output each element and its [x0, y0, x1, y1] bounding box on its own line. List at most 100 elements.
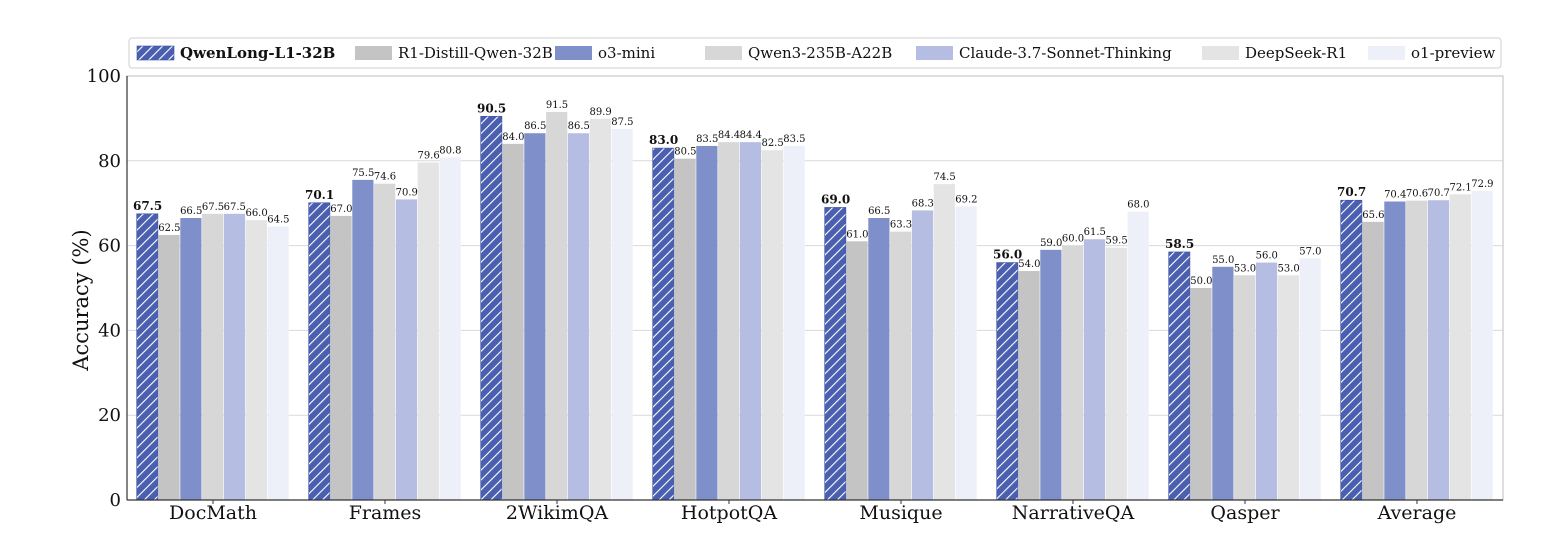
- bar-deepseek-r1-musique: [933, 184, 955, 500]
- data-label-claude-3-7-sonnet-thinking-hotpotqa: 84.4: [740, 130, 762, 141]
- data-label-qwen3-235b-a22b-musique: 63.3: [890, 220, 912, 231]
- bar-deepseek-r1-qasper: [1277, 275, 1299, 500]
- bar-r1-distill-qwen-32b-average: [1362, 221, 1384, 500]
- data-label-o1-preview-docmath: 64.5: [267, 215, 289, 226]
- bar-r1-distill-qwen-32b-musique: [846, 241, 868, 501]
- legend-swatch-qwenlong-l1-32b: [136, 45, 175, 61]
- bar-o1-preview-average: [1471, 190, 1493, 501]
- bar-claude-3-7-sonnet-thinking-2wikimqa: [567, 133, 590, 501]
- data-label-deepseek-r1-2wikimqa: 89.9: [589, 107, 611, 118]
- bar-claude-3-7-sonnet-thinking-musique: [911, 210, 934, 500]
- legend-swatch-r1-distill-qwen-32b: [355, 46, 392, 60]
- bar-claude-3-7-sonnet-thinking-docmath: [223, 213, 246, 501]
- data-label-qwenlong-l1-32b-frames: 70.1: [305, 188, 334, 202]
- bar-o3-mini-hotpotqa: [696, 145, 718, 500]
- y-tick-label-80: 80: [98, 151, 121, 172]
- legend: QwenLong-L1-32B R1-Distill-Qwen-32B o3-min…: [128, 37, 1502, 69]
- bar-o3-mini-2wikimqa: [524, 133, 546, 501]
- bar-deepseek-r1-2wikimqa: [589, 118, 611, 500]
- bar-deepseek-r1-hotpotqa: [761, 150, 783, 500]
- bar-qwenlong-l1-32b-average: [1340, 199, 1363, 501]
- bar-r1-distill-qwen-32b-docmath: [158, 235, 180, 500]
- bar-qwen3-235b-a22b-docmath: [202, 213, 224, 501]
- data-label-o3-mini-2wikimqa: 86.5: [524, 121, 546, 132]
- x-tick-label-frames: Frames: [349, 502, 422, 524]
- value-labels: 67.562.566.5 67.5 67.566.064.570.167.075.5…: [133, 100, 1494, 287]
- bar-qwen3-235b-a22b-2wikimqa: [546, 112, 568, 500]
- legend-label-deepseek-r1: DeepSeek-R1: [1245, 44, 1347, 62]
- data-label-qwenlong-l1-32b-hotpotqa: 83.0: [649, 133, 678, 147]
- data-label-deepseek-r1-musique: 74.5: [933, 172, 955, 183]
- bar-r1-distill-qwen-32b-qasper: [1190, 288, 1212, 500]
- data-label-qwen3-235b-a22b-hotpotqa: 84.4: [718, 130, 740, 141]
- y-tick-label-20: 20: [98, 405, 121, 426]
- data-label-r1-distill-qwen-32b-narrativeqa: 54.0: [1018, 259, 1040, 270]
- data-label-o3-mini-qasper: 55.0: [1212, 255, 1234, 266]
- bar-r1-distill-qwen-32b-narrativeqa: [1018, 271, 1040, 500]
- data-label-claude-3-7-sonnet-thinking-musique: 68.3: [912, 198, 934, 209]
- data-label-o1-preview-hotpotqa: 83.5: [783, 134, 805, 145]
- data-label-qwen3-235b-a22b-2wikimqa: 91.5: [546, 100, 568, 111]
- bar-o1-preview-docmath: [267, 226, 289, 500]
- data-label-claude-3-7-sonnet-thinking-narrativeqa: 61.5: [1084, 227, 1106, 238]
- bar-o3-mini-qasper: [1212, 266, 1234, 500]
- legend-label-o3-mini: o3-mini: [598, 44, 655, 62]
- x-tick-label-docmath: DocMath: [169, 502, 257, 524]
- legend-swatch-claude-3-7-sonnet-thinking: [916, 46, 953, 60]
- data-label-qwenlong-l1-32b-narrativeqa: 56.0: [993, 248, 1022, 262]
- data-label-o1-preview-musique: 69.2: [955, 195, 977, 206]
- data-label-o3-mini-hotpotqa: 83.5: [696, 134, 718, 145]
- x-tick-label-qasper: Qasper: [1210, 502, 1280, 524]
- bar-o3-mini-docmath: [180, 218, 202, 501]
- bar-qwen3-235b-a22b-frames: [374, 183, 396, 501]
- x-tick-label-2wikimqa: 2WikimQA: [506, 502, 609, 524]
- data-label-deepseek-r1-qasper: 53.0: [1277, 263, 1299, 274]
- data-label-o3-mini-musique: 66.5: [868, 206, 890, 217]
- data-label-o1-preview-qasper: 57.0: [1299, 246, 1321, 257]
- data-label-qwen3-235b-a22b-narrativeqa: 60.0: [1062, 234, 1084, 245]
- bar-deepseek-r1-frames: [417, 162, 439, 500]
- bar-o1-preview-qasper: [1299, 258, 1321, 500]
- bar-qwenlong-l1-32b-musique: [824, 207, 847, 501]
- bar-claude-3-7-sonnet-thinking-frames: [395, 199, 418, 500]
- bar-qwenlong-l1-32b-frames: [308, 202, 331, 501]
- data-label-qwenlong-l1-32b-qasper: 58.5: [1165, 237, 1194, 251]
- x-tick-label-hotpotqa: HotpotQA: [681, 502, 777, 524]
- data-label-o3-mini-narrativeqa: 59.0: [1040, 238, 1062, 249]
- bar-o1-preview-narrativeqa: [1127, 211, 1149, 500]
- legend-label-claude-3-7-sonnet-thinking: Claude-3.7-Sonnet-Thinking: [959, 44, 1172, 62]
- data-label-claude-3-7-sonnet-thinking-average: 70.7: [1428, 188, 1450, 199]
- data-label-deepseek-r1-average: 72.1: [1449, 182, 1471, 193]
- data-label-o1-preview-2wikimqa: 87.5: [611, 117, 633, 128]
- bar-qwenlong-l1-32b-2wikimqa: [480, 115, 503, 501]
- x-tick-label-narrativeqa: NarrativeQA: [1012, 502, 1135, 524]
- data-label-qwenlong-l1-32b-docmath: 67.5: [133, 199, 162, 213]
- data-label-r1-distill-qwen-32b-hotpotqa: 80.5: [674, 147, 696, 158]
- data-label-claude-3-7-sonnet-thinking-frames: 70.9: [396, 187, 418, 198]
- data-label-qwen3-235b-a22b-qasper: 53.0: [1234, 263, 1256, 274]
- y-tick-label-40: 40: [98, 320, 121, 341]
- y-tick-label-100: 100: [87, 66, 121, 87]
- data-label-o1-preview-average: 72.9: [1471, 179, 1493, 190]
- bar-deepseek-r1-docmath: [245, 220, 267, 500]
- bar-claude-3-7-sonnet-thinking-narrativeqa: [1083, 239, 1106, 501]
- legend-label-qwen3-235b-a22b: Qwen3-235B-A22B: [748, 44, 892, 62]
- data-label-claude-3-7-sonnet-thinking-qasper: 56.0: [1256, 251, 1278, 262]
- bar-qwenlong-l1-32b-qasper: [1168, 251, 1191, 501]
- data-label-o3-mini-average: 70.4: [1384, 190, 1406, 201]
- data-label-r1-distill-qwen-32b-frames: 67.0: [330, 204, 352, 215]
- bar-o1-preview-musique: [955, 206, 977, 501]
- bar-qwen3-235b-a22b-musique: [890, 231, 912, 500]
- legend-box: [128, 37, 1502, 69]
- bar-deepseek-r1-narrativeqa: [1105, 247, 1127, 500]
- legend-swatch-deepseek-r1: [1202, 46, 1239, 60]
- data-label-claude-3-7-sonnet-thinking-docmath: 67.5: [224, 202, 246, 213]
- y-axis-title: Accuracy (%): [69, 229, 93, 371]
- data-label-qwenlong-l1-32b-average: 70.7: [1337, 185, 1366, 199]
- bar-r1-distill-qwen-32b-2wikimqa: [502, 143, 524, 500]
- bar-claude-3-7-sonnet-thinking-hotpotqa: [739, 142, 762, 501]
- data-label-deepseek-r1-docmath: 66.0: [245, 208, 267, 219]
- data-label-qwenlong-l1-32b-musique: 69.0: [821, 192, 850, 206]
- data-label-r1-distill-qwen-32b-average: 65.6: [1362, 210, 1384, 221]
